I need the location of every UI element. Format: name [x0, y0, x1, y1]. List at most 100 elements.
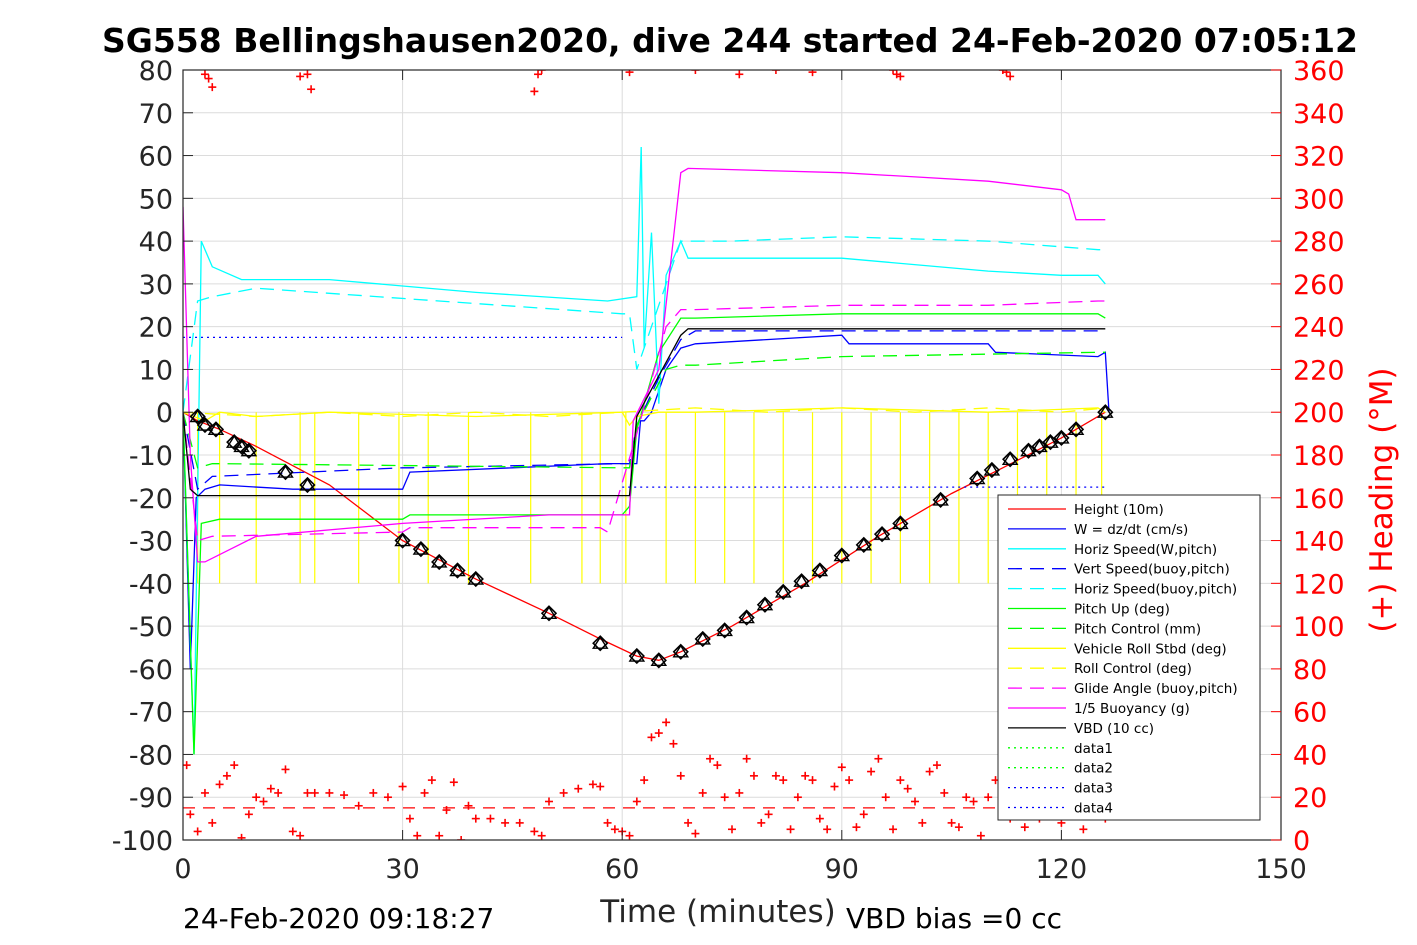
height-diamond-marker: [855, 536, 872, 553]
heading-marker: [457, 836, 466, 840]
heading-marker: [354, 801, 363, 810]
y-tick-label: -30: [129, 527, 173, 558]
heading-marker: [1079, 825, 1088, 834]
heading-marker: [896, 776, 905, 785]
height-diamond-marker: [969, 470, 986, 487]
height-triangle-marker: [240, 443, 258, 457]
heading-marker: [662, 718, 671, 727]
y-tick-label: -10: [129, 441, 173, 472]
legend-label: 1/5 Buoyancy (g): [1074, 701, 1190, 717]
heading-marker: [274, 788, 283, 797]
heading-marker: [728, 825, 736, 834]
height-diamond-marker: [716, 622, 733, 639]
heading-marker: [830, 782, 839, 791]
y-tick-label: -70: [129, 698, 173, 729]
legend-label: data3: [1074, 781, 1113, 797]
heading-marker: [183, 761, 191, 770]
heading-marker: [237, 833, 246, 840]
heading-marker: [559, 788, 568, 797]
heading-marker: [976, 831, 985, 840]
heading-marker: [779, 776, 788, 785]
y-right-tick-label: 280: [1293, 227, 1345, 258]
heading-marker: [757, 818, 766, 827]
height-triangle-marker: [277, 464, 294, 478]
series-line-w-dz-dt-cm-s: [183, 334, 1110, 669]
heading-marker: [427, 776, 436, 785]
heading-marker: [852, 823, 861, 832]
heading-marker: [515, 818, 524, 827]
heading-marker: [325, 788, 334, 797]
y-tick-label: -80: [129, 740, 173, 771]
heading-marker: [303, 70, 312, 79]
height-triangle-marker: [394, 533, 411, 547]
heading-marker: [501, 818, 510, 827]
height-diamond-marker: [431, 553, 448, 571]
height-diamond-marker: [892, 515, 909, 532]
heading-marker: [186, 810, 195, 819]
x-axis-label: Time (minutes): [599, 894, 835, 930]
height-triangle-marker: [1067, 422, 1085, 436]
y-right-tick-label: 0: [1293, 826, 1310, 857]
height-diamond-marker: [1053, 429, 1070, 447]
heading-marker: [954, 823, 963, 832]
height-triangle-marker: [189, 409, 206, 423]
y-tick-label: 0: [156, 398, 173, 429]
heading-marker: [244, 810, 253, 819]
legend: Height (10m) W = dz/dt (cm/s) Horiz Speed(…: [997, 494, 1261, 821]
height-diamond-marker: [196, 416, 214, 434]
height-diamond-marker: [233, 438, 250, 455]
heading-marker: [654, 729, 663, 738]
height-diamond-marker: [628, 647, 645, 665]
heading-marker: [625, 831, 634, 840]
heading-marker: [610, 825, 619, 834]
height-triangle-marker: [628, 648, 646, 662]
heading-marker: [252, 793, 261, 802]
heading-marker: [889, 70, 898, 74]
heading-marker: [793, 793, 802, 802]
heading-marker: [398, 782, 407, 791]
height-diamond-marker: [694, 630, 711, 648]
axis-ticks: 0 30 60 90 120 15080706050403020100-10-20-30-…: [112, 56, 1345, 885]
heading-marker: [193, 827, 202, 836]
heading-marker: [691, 70, 700, 74]
heading-marker: [720, 793, 729, 802]
height-diamond-marker: [467, 570, 484, 588]
height-diamond-marker: [1042, 434, 1059, 451]
height-diamond-marker: [811, 562, 828, 579]
height-triangle-marker: [833, 548, 851, 562]
height-triangle-marker: [207, 422, 225, 436]
height-diamond-marker: [299, 476, 316, 494]
heading-marker: [413, 831, 422, 840]
height-diamond-marker: [277, 463, 294, 481]
heading-marker: [647, 733, 656, 742]
height-triangle-marker: [983, 462, 1001, 476]
height-triangle-marker: [738, 610, 755, 624]
legend-label: data2: [1074, 761, 1113, 777]
heading-marker: [545, 797, 553, 806]
legend-label: Pitch Control (mm): [1074, 621, 1201, 637]
heading-marker: [288, 827, 297, 836]
y-right-tick-label: 320: [1293, 142, 1345, 173]
chart-title: SG558 Bellingshausen2020, dive 244 start…: [102, 21, 1358, 60]
height-diamond-marker: [932, 491, 949, 509]
heading-marker: [588, 780, 597, 789]
heading-marker: [859, 810, 868, 819]
height-triangle-marker: [793, 573, 810, 587]
x-tick-label: 90: [825, 854, 859, 885]
height-triangle-marker: [855, 537, 873, 551]
height-triangle-marker: [412, 541, 430, 555]
heading-marker: [534, 70, 543, 79]
height-triangle-marker: [716, 623, 733, 637]
heading-marker: [640, 776, 649, 785]
legend-label: Pitch Up (deg): [1074, 602, 1170, 618]
heading-marker: [340, 791, 349, 800]
height-triangle-marker: [811, 563, 829, 577]
x-tick-label: 0: [174, 854, 191, 885]
heading-marker: [200, 788, 209, 797]
heading-marker: [383, 793, 392, 802]
y-right-tick-label: 240: [1293, 313, 1345, 344]
legend-label: Roll Control (deg): [1074, 661, 1192, 677]
series-line-horiz-speed-buoy-pitch: [183, 236, 1106, 413]
y-right-tick-label: 140: [1293, 527, 1345, 558]
